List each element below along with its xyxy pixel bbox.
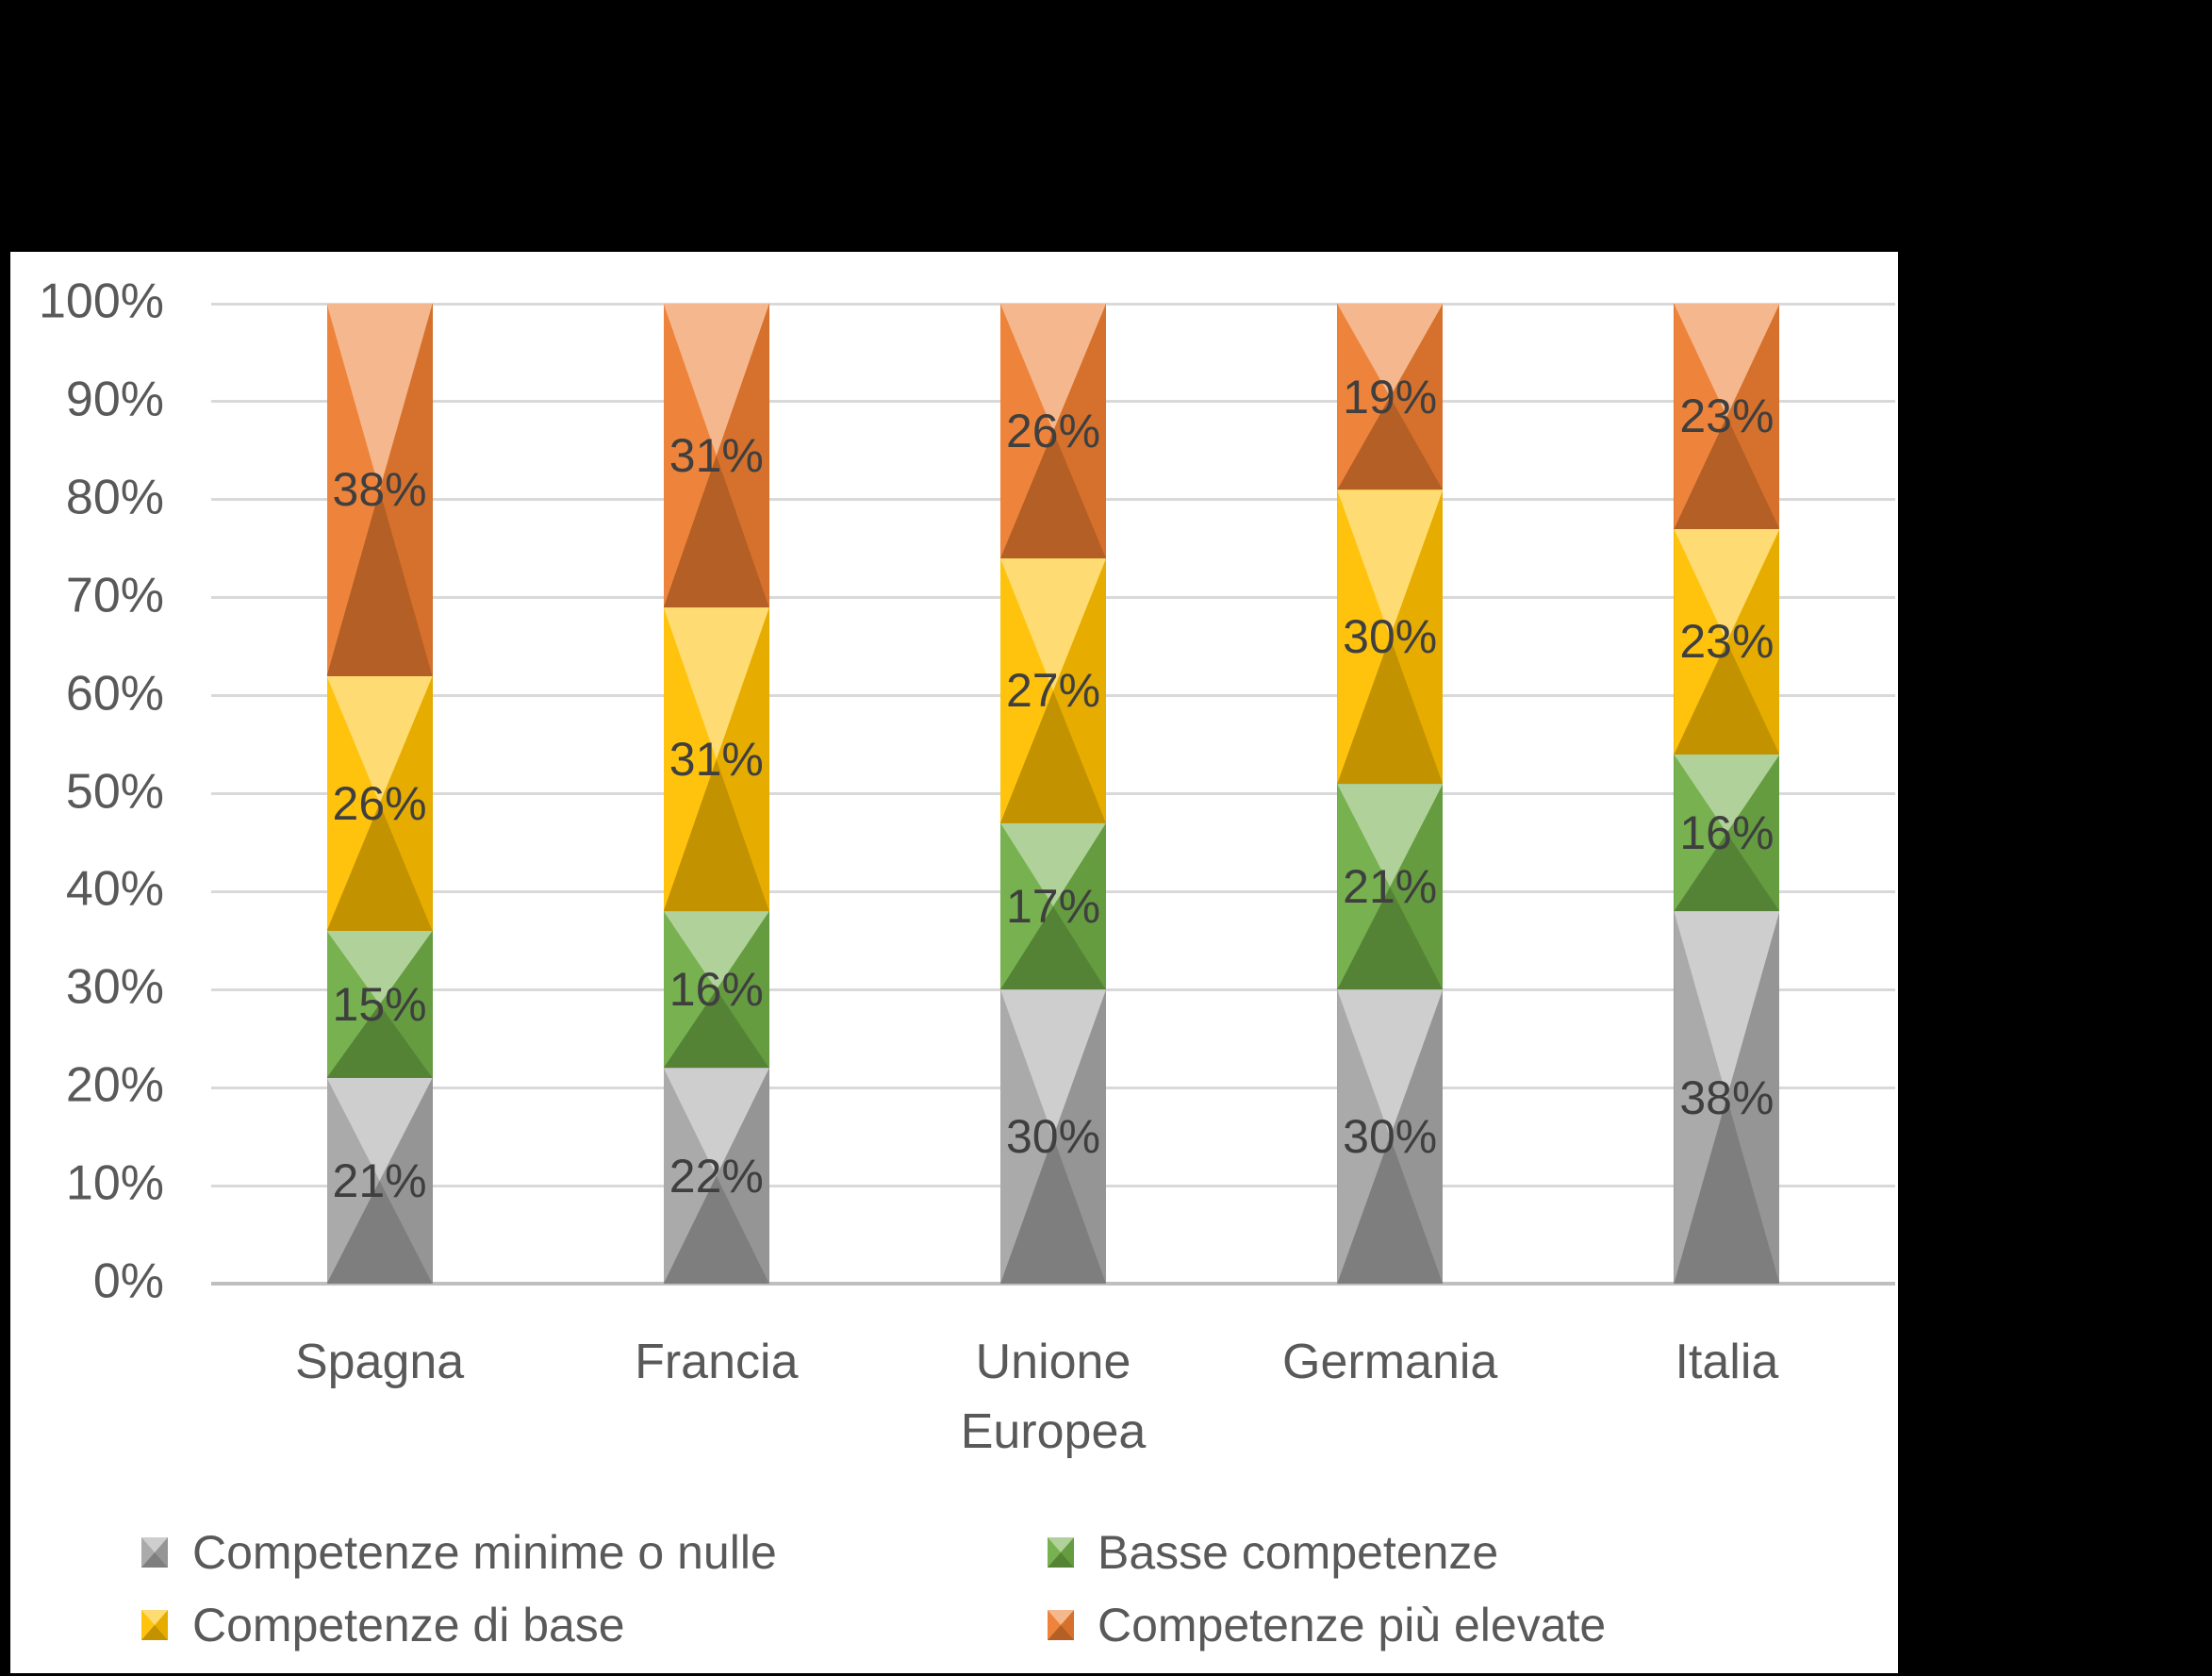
bar-segment-competenze-minime-o-nulle: 30% — [1000, 989, 1106, 1284]
bar-segment-basse-competenze: 16% — [1674, 754, 1780, 912]
bar-segment-competenze-di-base: 26% — [326, 675, 433, 931]
y-axis-tick-label: 60% — [65, 666, 164, 722]
y-axis-tick-label: 10% — [65, 1155, 164, 1211]
data-label: 19% — [1343, 370, 1438, 423]
bar-segment-competenze-pi-elevate: 38% — [326, 304, 433, 676]
x-axis-category-label: Germania — [1282, 1335, 1498, 1389]
bar-segment-competenze-di-base: 31% — [663, 607, 769, 912]
legend-marker-competenze-di-base — [141, 1610, 168, 1640]
data-label: 17% — [1005, 879, 1101, 933]
bar-segment-competenze-minime-o-nulle: 30% — [1337, 989, 1444, 1284]
data-label: 21% — [1343, 860, 1438, 914]
data-label: 15% — [332, 977, 427, 1031]
bar-segment-basse-competenze: 17% — [1000, 822, 1106, 990]
bar-segment-competenze-pi-elevate: 31% — [663, 304, 769, 608]
x-axis-category-label: Francia — [635, 1335, 799, 1389]
data-label: 30% — [1343, 610, 1438, 664]
legend-label: Basse competenze — [1098, 1526, 1499, 1579]
legend-label: Competenze minime o nulle — [192, 1526, 777, 1579]
bar-segment-competenze-minime-o-nulle: 22% — [663, 1068, 769, 1284]
y-axis-tick-label: 80% — [65, 470, 164, 525]
y-axis-tick-label: 90% — [65, 372, 164, 427]
x-axis-category-label: Italia — [1675, 1335, 1779, 1389]
bar-segment-competenze-di-base: 23% — [1674, 528, 1780, 755]
bar-segment-competenze-pi-elevate: 23% — [1674, 304, 1780, 529]
legend-marker-competenze-pi-elevate — [1048, 1610, 1074, 1640]
data-label: 21% — [332, 1153, 427, 1207]
y-axis-tick-label: 0% — [92, 1253, 164, 1309]
bar-segment-competenze-pi-elevate: 19% — [1337, 304, 1444, 490]
data-label: 27% — [1005, 664, 1101, 718]
y-axis-tick-label: 40% — [65, 861, 164, 917]
data-label: 38% — [1679, 1070, 1775, 1124]
bar-segment-basse-competenze: 21% — [1337, 784, 1444, 990]
data-label: 30% — [1005, 1110, 1101, 1164]
data-label: 26% — [332, 776, 427, 830]
x-axis-baseline — [211, 1282, 1895, 1286]
data-label: 30% — [1343, 1110, 1438, 1164]
y-axis-tick-label: 70% — [65, 568, 164, 623]
legend-marker-competenze-minime-o-nulle — [141, 1537, 168, 1568]
bar-segment-competenze-minime-o-nulle: 21% — [326, 1077, 433, 1284]
data-label: 16% — [1679, 806, 1775, 860]
legend-label: Competenze di base — [192, 1599, 625, 1651]
bar-segment-basse-competenze: 15% — [326, 930, 433, 1078]
data-label: 31% — [669, 429, 764, 483]
x-axis-category-label: Spagna — [294, 1335, 465, 1389]
legend-label: Competenze più elevate — [1098, 1599, 1607, 1651]
data-label: 31% — [669, 733, 764, 787]
y-axis-tick-label: 50% — [65, 764, 164, 820]
data-label: 38% — [332, 463, 427, 517]
bar-segment-competenze-di-base: 27% — [1000, 558, 1106, 823]
y-axis-tick-label: 20% — [65, 1057, 164, 1113]
data-label: 16% — [669, 963, 764, 1017]
chart-panel — [10, 252, 1898, 1673]
legend-marker-basse-competenze — [1048, 1537, 1074, 1568]
bar-segment-competenze-pi-elevate: 26% — [1000, 304, 1106, 559]
data-label: 23% — [1679, 615, 1775, 669]
bar-segment-basse-competenze: 16% — [663, 911, 769, 1069]
y-axis-tick-label: 30% — [65, 959, 164, 1015]
y-axis-tick-label: 100% — [39, 274, 164, 329]
bar-segment-competenze-minime-o-nulle: 38% — [1674, 911, 1780, 1284]
x-axis-category-label: Unione Europea — [960, 1335, 1147, 1459]
data-label: 23% — [1679, 390, 1775, 443]
data-label: 26% — [1005, 405, 1101, 458]
data-label: 22% — [669, 1149, 764, 1203]
bar-segment-competenze-di-base: 30% — [1337, 490, 1444, 785]
